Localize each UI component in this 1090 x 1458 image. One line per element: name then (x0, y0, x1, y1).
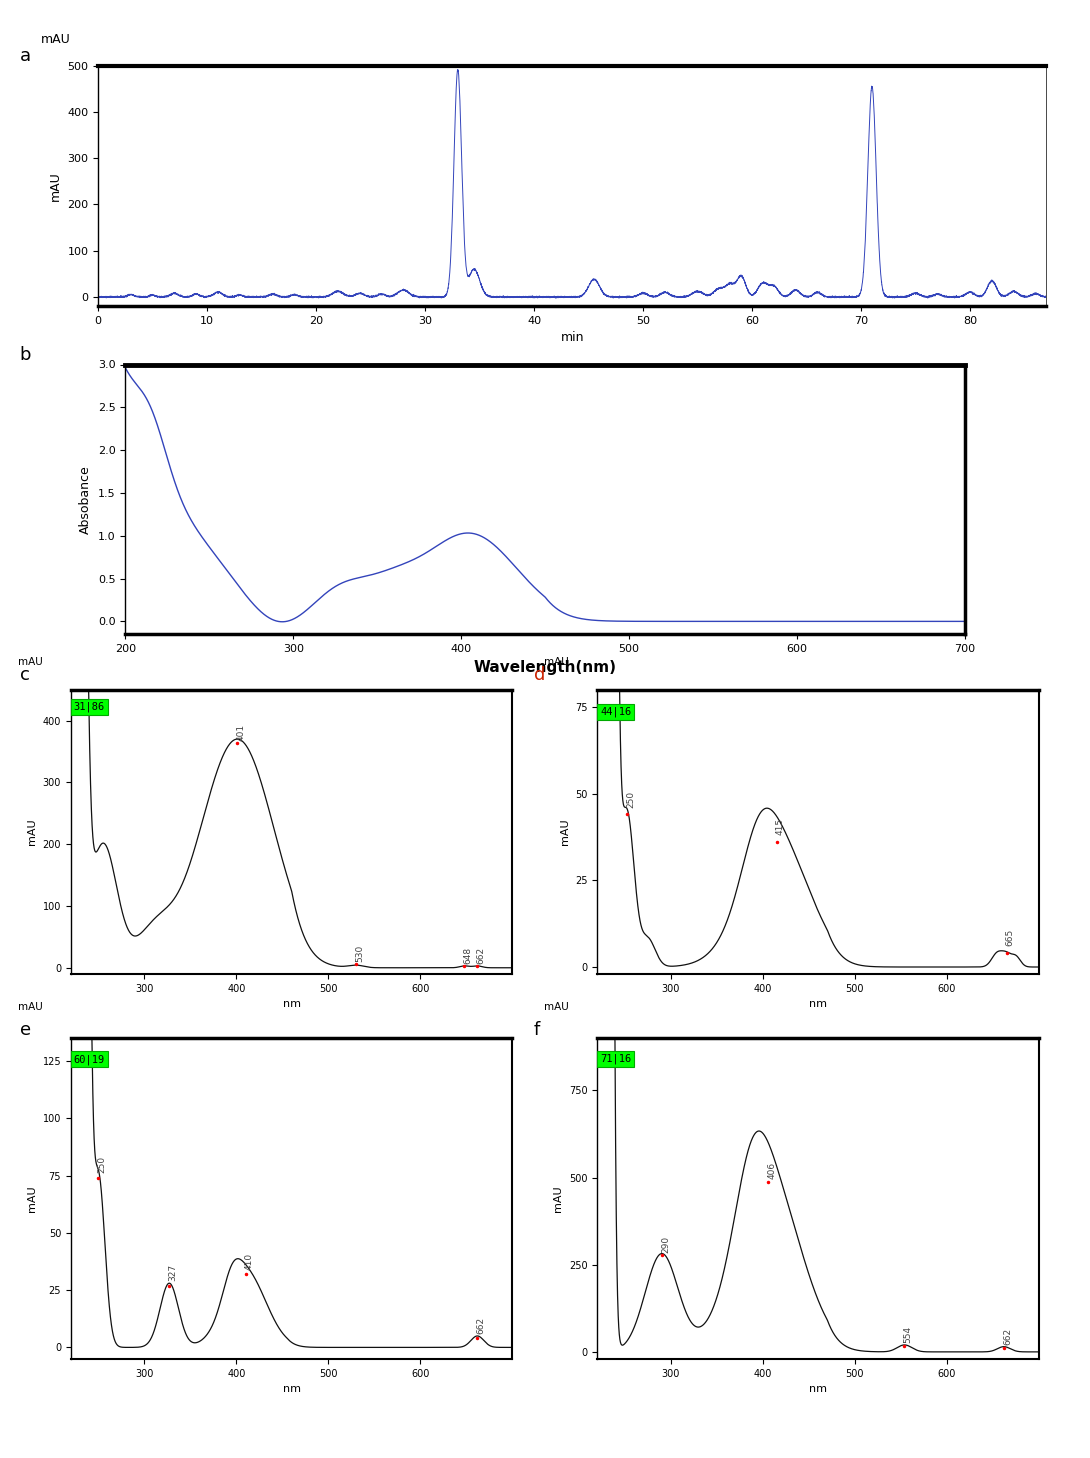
Text: 662: 662 (476, 946, 485, 964)
Text: 648: 648 (463, 946, 473, 964)
Text: 415: 415 (776, 818, 785, 835)
Text: 71|16: 71|16 (601, 1054, 631, 1064)
Text: mAU: mAU (17, 1003, 43, 1012)
Text: 530: 530 (355, 945, 364, 962)
Y-axis label: Absobance: Absobance (80, 465, 93, 534)
X-axis label: nm: nm (809, 1384, 827, 1394)
Text: 44|16: 44|16 (601, 707, 631, 717)
Y-axis label: mAU: mAU (27, 818, 37, 846)
Text: e: e (20, 1021, 31, 1038)
Text: mAU: mAU (544, 1003, 569, 1012)
Text: d: d (534, 666, 545, 684)
Text: 662: 662 (1003, 1328, 1012, 1344)
Text: mAU: mAU (41, 34, 71, 47)
Text: 406: 406 (767, 1162, 776, 1180)
Text: 665: 665 (1006, 929, 1015, 946)
X-axis label: min: min (560, 331, 584, 344)
Text: 290: 290 (661, 1235, 670, 1252)
Y-axis label: mAU: mAU (27, 1185, 37, 1212)
Text: 31|86: 31|86 (74, 701, 105, 713)
Text: b: b (20, 346, 32, 363)
X-axis label: nm: nm (282, 999, 301, 1009)
Text: 662: 662 (476, 1317, 485, 1334)
Text: 327: 327 (169, 1264, 178, 1282)
Text: 554: 554 (904, 1325, 912, 1343)
X-axis label: Wavelength(nm): Wavelength(nm) (473, 659, 617, 675)
Text: mAU: mAU (17, 658, 43, 666)
Y-axis label: mAU: mAU (49, 171, 62, 201)
X-axis label: nm: nm (282, 1384, 301, 1394)
Text: 250: 250 (98, 1156, 107, 1174)
Text: c: c (20, 666, 29, 684)
Text: f: f (534, 1021, 541, 1038)
Text: a: a (20, 47, 31, 64)
Text: 250: 250 (626, 790, 635, 808)
Text: 60|19: 60|19 (74, 1054, 105, 1064)
Y-axis label: mAU: mAU (559, 818, 570, 846)
Text: 401: 401 (237, 723, 245, 741)
Text: 410: 410 (245, 1252, 254, 1270)
X-axis label: nm: nm (809, 999, 827, 1009)
Y-axis label: mAU: mAU (554, 1185, 564, 1212)
Text: mAU: mAU (544, 658, 569, 666)
